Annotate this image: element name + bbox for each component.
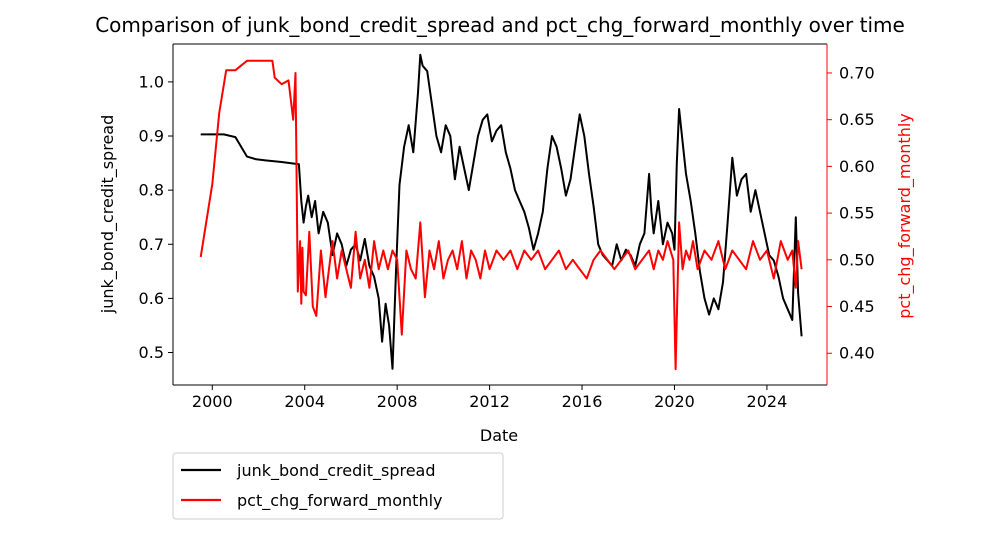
series-layer — [199, 53, 803, 371]
x-tick-label: 2008 — [377, 392, 418, 411]
y-right-tick-label: 0.70 — [839, 63, 875, 82]
legend-label-pct-chg: pct_chg_forward_monthly — [237, 491, 443, 511]
x-tick-label: 2012 — [469, 392, 510, 411]
y-right-axis-ticks: 0.40 0.45 0.50 0.55 0.60 0.65 0.70 — [827, 63, 875, 363]
y-left-axis-ticks: 0.5 0.6 0.7 0.8 0.9 1.0 — [139, 72, 173, 362]
y-right-tick-label: 0.45 — [839, 297, 875, 316]
y-right-tick-label: 0.55 — [839, 204, 875, 223]
x-tick-label: 2024 — [747, 392, 788, 411]
x-tick-label: 2000 — [192, 392, 233, 411]
y-left-tick-label: 1.0 — [139, 72, 164, 91]
chart-title: Comparison of junk_bond_credit_spread an… — [95, 13, 905, 37]
y-right-tick-label: 0.40 — [839, 344, 875, 363]
series-line-pct-chg-forward-monthly — [199, 59, 803, 371]
x-axis-label: Date — [480, 426, 518, 445]
y-left-axis-label: junk_bond_credit_spread — [98, 115, 118, 315]
y-left-tick-label: 0.6 — [139, 289, 164, 308]
x-axis-ticks: 2000 2004 2008 2012 2016 2020 2024 — [192, 385, 787, 411]
x-tick-label: 2004 — [284, 392, 325, 411]
x-tick-label: 2020 — [654, 392, 695, 411]
legend: junk_bond_credit_spread pct_chg_forward_… — [172, 452, 504, 520]
y-right-tick-label: 0.65 — [839, 110, 875, 129]
y-left-tick-label: 0.5 — [139, 343, 164, 362]
y-right-axis-label: pct_chg_forward_monthly — [895, 113, 915, 319]
y-left-tick-label: 0.7 — [139, 235, 164, 254]
y-left-tick-label: 0.8 — [139, 181, 164, 200]
y-right-tick-label: 0.60 — [839, 157, 875, 176]
legend-label-junk-bond: junk_bond_credit_spread — [236, 461, 436, 481]
series-line-junk-bond-credit-spread — [200, 53, 803, 370]
y-right-tick-label: 0.50 — [839, 250, 875, 269]
x-tick-label: 2016 — [562, 392, 603, 411]
axes-frame — [172, 43, 828, 386]
legend-box — [172, 452, 504, 520]
y-left-tick-label: 0.9 — [139, 127, 164, 146]
